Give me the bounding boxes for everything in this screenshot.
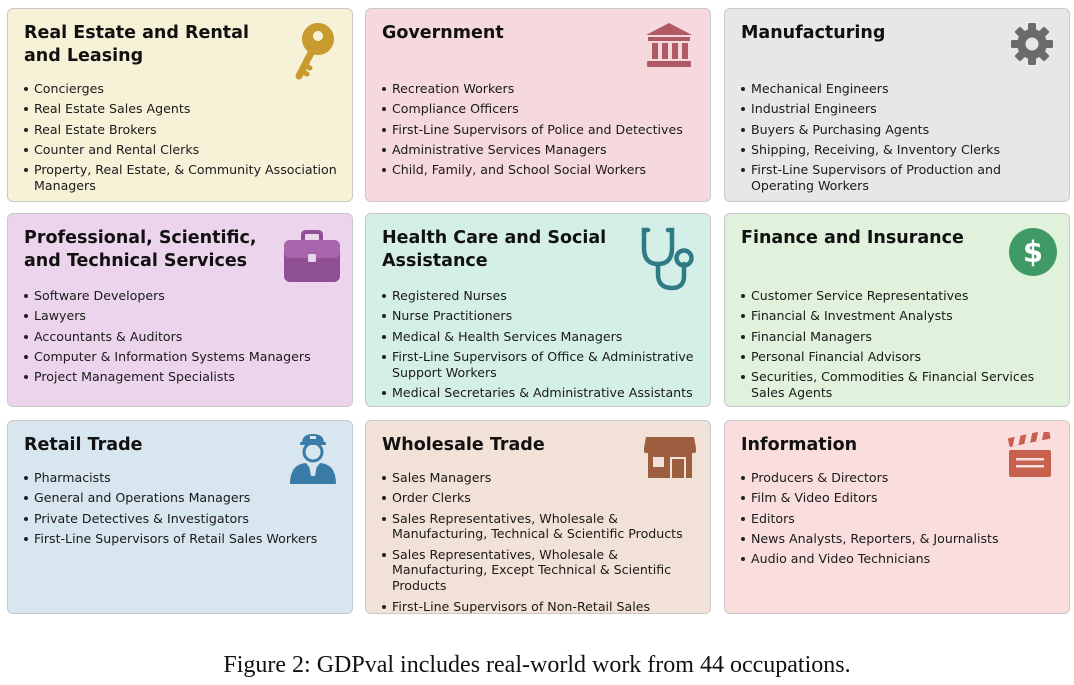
svg-text:$: $ <box>1023 235 1043 269</box>
occupation-item: Audio and Video Technicians <box>741 551 1061 567</box>
sector-card-professional-services: Professional, Scientific, and Technical … <box>7 213 353 407</box>
sector-title: Retail Trade <box>24 435 143 455</box>
stethoscope-icon <box>641 227 694 291</box>
sector-title: Government <box>382 23 504 43</box>
occupation-item: Sales Representatives, Wholesale & Manuf… <box>382 547 702 594</box>
occupation-item: Recreation Workers <box>382 81 702 97</box>
occupation-item: Sales Managers <box>382 470 702 486</box>
occupation-item: First-Line Supervisors of Police and Det… <box>382 122 702 138</box>
occupation-item: Private Detectives & Investigators <box>24 511 344 527</box>
occupation-item: Personal Financial Advisors <box>741 349 1061 365</box>
occupation-item: Project Management Specialists <box>24 369 344 385</box>
occupation-item: Shipping, Receiving, & Inventory Clerks <box>741 142 1061 158</box>
sector-card-government: Government Recreation Workers Compliance… <box>365 8 711 202</box>
occupation-item: Financial & Investment Analysts <box>741 308 1061 324</box>
occupation-list: Customer Service Representatives Financi… <box>741 288 1061 405</box>
sector-card-real-estate: Real Estate and Rental and Leasing Conci… <box>7 8 353 202</box>
occupation-item: Editors <box>741 511 1061 527</box>
sector-card-health-care: Health Care and Social Assistance Regist… <box>365 213 711 407</box>
figure-caption: Figure 2: GDPval includes real-world wor… <box>223 652 851 678</box>
occupation-list: Concierges Real Estate Sales Agents Real… <box>24 81 344 198</box>
sector-title: Real Estate and Rental and Leasing <box>24 23 249 66</box>
occupation-item: Medical & Health Services Managers <box>382 329 702 345</box>
occupation-item: Administrative Services Managers <box>382 142 702 158</box>
occupation-item: Child, Family, and School Social Workers <box>382 162 702 178</box>
occupation-list: Sales Managers Order Clerks Sales Repres… <box>382 470 702 613</box>
occupation-list: Recreation Workers Compliance Officers F… <box>382 81 702 182</box>
occupation-item: Mechanical Engineers <box>741 81 1061 97</box>
occupation-item: Counter and Rental Clerks <box>24 142 344 158</box>
occupation-item: Pharmacists <box>24 470 344 486</box>
sector-title: Information <box>741 435 858 455</box>
occupation-list: Registered Nurses Nurse Practitioners Me… <box>382 288 702 405</box>
occupation-item: Securities, Commodities & Financial Serv… <box>741 369 1061 401</box>
occupation-item: Accountants & Auditors <box>24 329 344 345</box>
occupation-item: Buyers & Purchasing Agents <box>741 122 1061 138</box>
sector-card-manufacturing: Manufacturing Mechanical Engineers Indus… <box>724 8 1070 202</box>
occupation-item: Film & Video Editors <box>741 490 1061 506</box>
sector-title: Manufacturing <box>741 23 886 43</box>
occupation-item: First-Line Supervisors of Retail Sales W… <box>24 531 344 547</box>
clapperboard-icon <box>1007 432 1051 477</box>
occupation-list: Software Developers Lawyers Accountants … <box>24 288 344 389</box>
occupation-item: Industrial Engineers <box>741 101 1061 117</box>
occupation-item: Nurse Practitioners <box>382 308 702 324</box>
occupation-item: Financial Managers <box>741 329 1061 345</box>
sector-title: Wholesale Trade <box>382 435 545 455</box>
occupation-list: Pharmacists General and Operations Manag… <box>24 470 344 551</box>
occupation-item: First-Line Supervisors of Production and… <box>741 162 1061 194</box>
occupation-item: Customer Service Representatives <box>741 288 1061 304</box>
briefcase-icon <box>284 230 340 282</box>
occupation-list: Mechanical Engineers Industrial Engineer… <box>741 81 1061 198</box>
occupation-item: General and Operations Managers <box>24 490 344 506</box>
sector-card-wholesale: Wholesale Trade Sales Managers Order Cle… <box>365 420 711 614</box>
occupation-item: Computer & Information Systems Managers <box>24 349 344 365</box>
occupation-item: Sales Representatives, Wholesale & Manuf… <box>382 511 702 543</box>
occupation-item: Medical Secretaries & Administrative Ass… <box>382 385 702 401</box>
occupation-item: Real Estate Brokers <box>24 122 344 138</box>
occupation-item: Software Developers <box>24 288 344 304</box>
occupation-item: Lawyers <box>24 308 344 324</box>
occupation-item: Order Clerks <box>382 490 702 506</box>
sector-title: Professional, Scientific, and Technical … <box>24 228 257 271</box>
clerk-person-icon <box>290 434 336 484</box>
occupation-item: First-Line Supervisors of Office & Admin… <box>382 349 702 381</box>
sector-title: Health Care and Social Assistance <box>382 228 607 271</box>
dollar-coin-icon: $ <box>1009 228 1057 276</box>
sector-card-finance: Finance and Insurance $ Customer Service… <box>724 213 1070 407</box>
occupation-item: Producers & Directors <box>741 470 1061 486</box>
occupation-item: Property, Real Estate, & Community Assoc… <box>24 162 344 194</box>
occupation-item: News Analysts, Reporters, & Journalists <box>741 531 1061 547</box>
occupation-item: Real Estate Sales Agents <box>24 101 344 117</box>
occupation-item: Compliance Officers <box>382 101 702 117</box>
government-building-icon <box>646 23 692 67</box>
gear-icon <box>1011 23 1053 65</box>
sector-title: Finance and Insurance <box>741 228 964 248</box>
occupation-item: Registered Nurses <box>382 288 702 304</box>
key-icon <box>295 23 334 80</box>
occupation-item: Concierges <box>24 81 344 97</box>
occupation-list: Producers & Directors Film & Video Edito… <box>741 470 1061 571</box>
occupation-item: First-Line Supervisors of Non-Retail Sal… <box>382 599 702 613</box>
sector-card-retail: Retail Trade Pharmacists General and Ope… <box>7 420 353 614</box>
sector-card-information: Information Producers & Directors Film &… <box>724 420 1070 614</box>
storefront-icon <box>644 437 696 478</box>
